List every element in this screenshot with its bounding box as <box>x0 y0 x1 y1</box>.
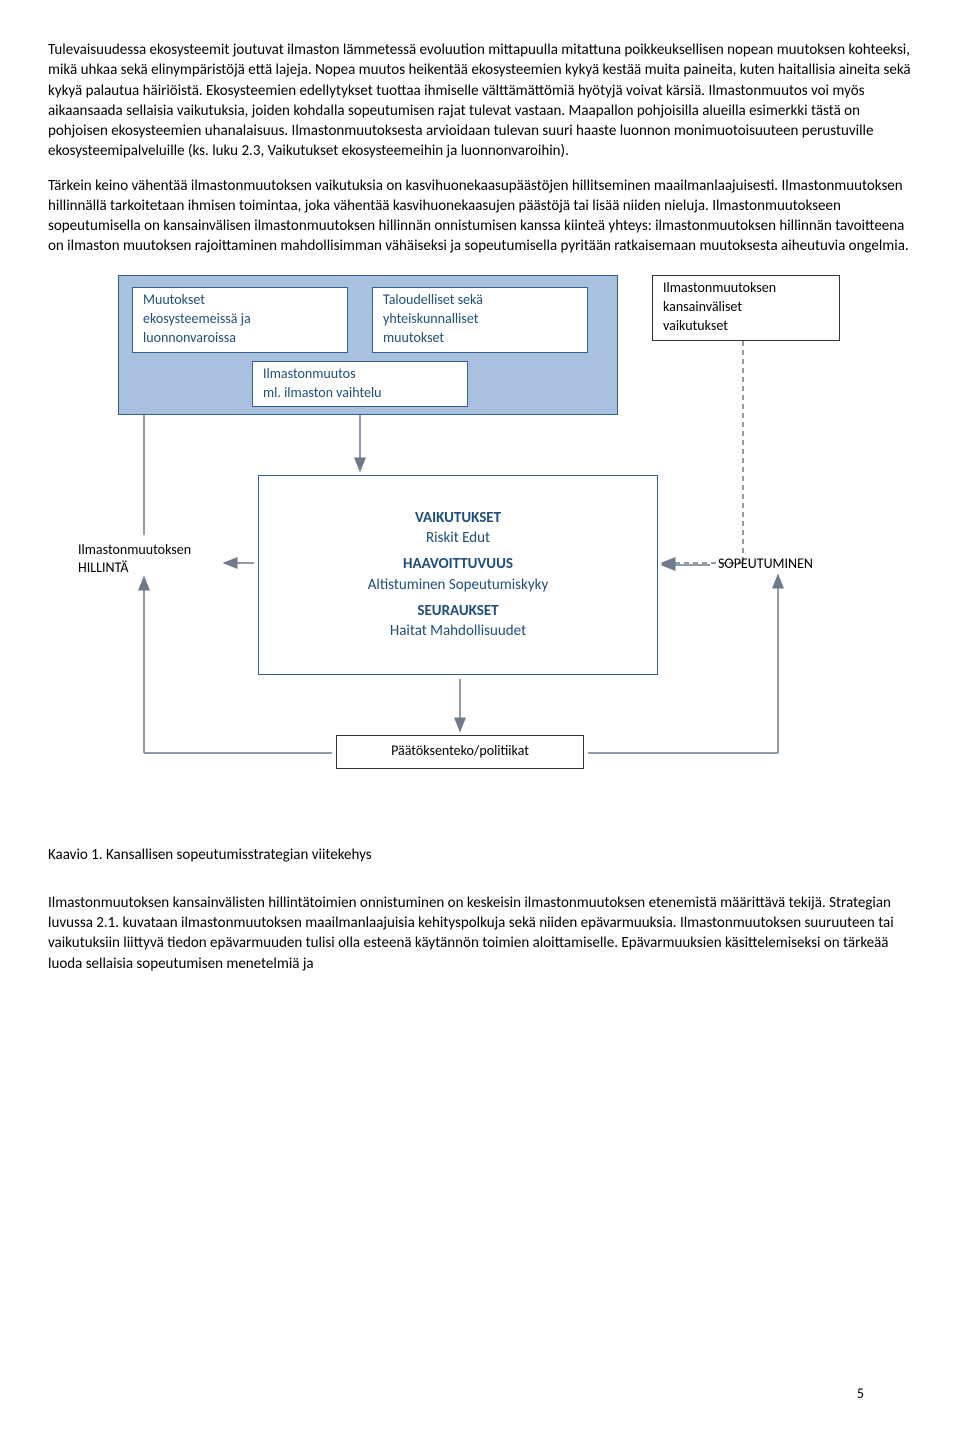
text-line: Ilmastonmuutoksen <box>78 541 191 558</box>
box-international-effects: Ilmastonmuutoksen kansainväliset vaikutu… <box>652 275 840 341</box>
box-climate-change: Ilmastonmuutos ml. ilmaston vaihtelu <box>252 361 468 407</box>
page-number: 5 <box>857 1385 864 1404</box>
text-line: yhteiskunnalliset <box>383 310 478 327</box>
text-line: HILLINTÄ <box>78 559 128 576</box>
text-line: Taloudelliset sekä <box>383 291 483 308</box>
paragraph-2: Tärkein keino vähentää ilmastonmuutoksen… <box>48 176 912 257</box>
diagram-caption: Kaavio 1. Kansallisen sopeutumisstrategi… <box>48 845 912 865</box>
label-adaptation: SOPEUTUMINEN <box>718 555 813 574</box>
box-ecosystem-changes: Muutokset ekosysteemeissä ja luonnonvaro… <box>132 287 348 353</box>
text-line: vaikutukset <box>663 317 728 334</box>
text-line: ml. ilmaston vaihtelu <box>263 384 382 401</box>
paragraph-1: Tulevaisuudessa ekosysteemit joutuvat il… <box>48 40 912 162</box>
box-decision-making: Päätöksenteko/politiikat <box>336 735 584 769</box>
center-title-1: VAIKUTUKSET <box>273 508 643 528</box>
label-mitigation: Ilmastonmuutoksen HILLINTÄ <box>78 541 191 579</box>
box-economic-social-changes: Taloudelliset sekä yhteiskunnalliset muu… <box>372 287 588 353</box>
text-line: Ilmastonmuutos <box>263 365 356 382</box>
text-line: luonnonvaroissa <box>143 329 236 346</box>
framework-diagram: Muutokset ekosysteemeissä ja luonnonvaro… <box>78 275 918 835</box>
text-line: ekosysteemeissä ja <box>143 310 251 327</box>
center-sub-2: Altistuminen Sopeutumiskyky <box>273 575 643 595</box>
text-line: Muutokset <box>143 291 205 308</box>
paragraph-3: Ilmastonmuutoksen kansainvälisten hillin… <box>48 893 912 974</box>
center-sub-1: Riskit Edut <box>273 528 643 548</box>
text-line: SOPEUTUMINEN <box>718 555 813 572</box>
center-title-3: SEURAUKSET <box>273 601 643 621</box>
text-line: kansainväliset <box>663 298 742 315</box>
text-line: Ilmastonmuutoksen <box>663 279 776 296</box>
text-line: Päätöksenteko/politiikat <box>391 742 529 759</box>
text-line: muutokset <box>383 329 444 346</box>
center-sub-3: Haitat Mahdollisuudet <box>273 621 643 641</box>
center-title-2: HAAVOITTUVUUS <box>273 554 643 574</box>
box-impacts-vulnerability-consequences: VAIKUTUKSET Riskit Edut HAAVOITTUVUUS Al… <box>258 475 658 675</box>
